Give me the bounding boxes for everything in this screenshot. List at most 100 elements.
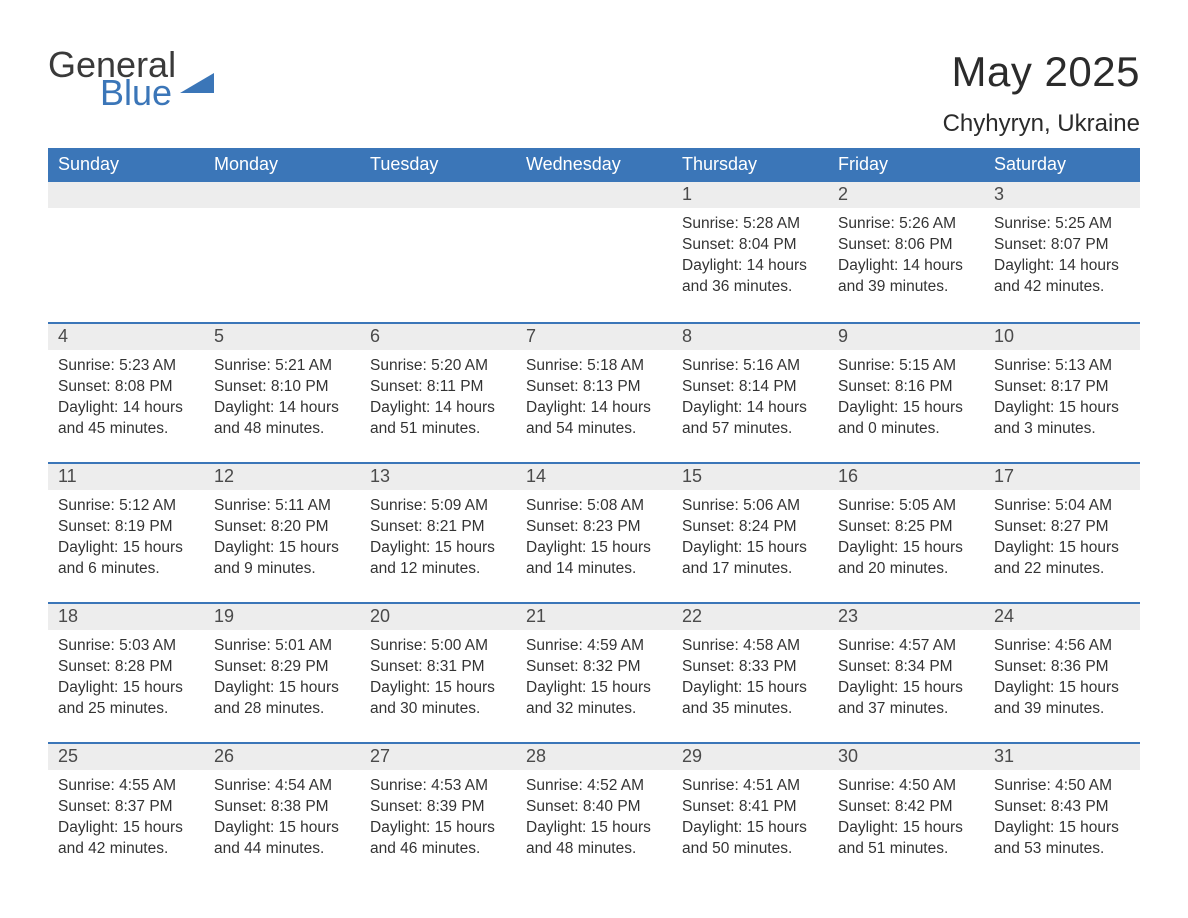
calendar: SundayMondayTuesdayWednesdayThursdayFrid… xyxy=(48,148,1140,870)
day-cell: 2Sunrise: 5:26 AMSunset: 8:06 PMDaylight… xyxy=(828,182,984,310)
sunset-text: Sunset: 8:31 PM xyxy=(370,657,506,678)
logo: General Blue xyxy=(48,48,214,110)
daylight-text: Daylight: 14 hours and 42 minutes. xyxy=(994,256,1130,298)
daylight-text: Daylight: 14 hours and 54 minutes. xyxy=(526,398,662,440)
daylight-text: Daylight: 14 hours and 39 minutes. xyxy=(838,256,974,298)
sunrise-text: Sunrise: 4:53 AM xyxy=(370,776,506,797)
day-body: Sunrise: 5:01 AMSunset: 8:29 PMDaylight:… xyxy=(204,630,360,720)
day-number: 16 xyxy=(828,464,984,490)
day-body: Sunrise: 4:50 AMSunset: 8:43 PMDaylight:… xyxy=(984,770,1140,860)
sunset-text: Sunset: 8:40 PM xyxy=(526,797,662,818)
day-body xyxy=(360,208,516,214)
sunset-text: Sunset: 8:25 PM xyxy=(838,517,974,538)
day-cell: 26Sunrise: 4:54 AMSunset: 8:38 PMDayligh… xyxy=(204,744,360,870)
day-body: Sunrise: 4:55 AMSunset: 8:37 PMDaylight:… xyxy=(48,770,204,860)
day-number: 27 xyxy=(360,744,516,770)
day-body: Sunrise: 5:05 AMSunset: 8:25 PMDaylight:… xyxy=(828,490,984,580)
sunset-text: Sunset: 8:42 PM xyxy=(838,797,974,818)
daylight-text: Daylight: 15 hours and 6 minutes. xyxy=(58,538,194,580)
day-number: 2 xyxy=(828,182,984,208)
day-cell: 8Sunrise: 5:16 AMSunset: 8:14 PMDaylight… xyxy=(672,324,828,450)
daylight-text: Daylight: 15 hours and 14 minutes. xyxy=(526,538,662,580)
day-body: Sunrise: 4:52 AMSunset: 8:40 PMDaylight:… xyxy=(516,770,672,860)
sunset-text: Sunset: 8:23 PM xyxy=(526,517,662,538)
day-cell: 7Sunrise: 5:18 AMSunset: 8:13 PMDaylight… xyxy=(516,324,672,450)
day-number xyxy=(360,182,516,208)
sunrise-text: Sunrise: 5:12 AM xyxy=(58,496,194,517)
sunset-text: Sunset: 8:28 PM xyxy=(58,657,194,678)
day-body: Sunrise: 5:21 AMSunset: 8:10 PMDaylight:… xyxy=(204,350,360,440)
location-label: Chyhyryn, Ukraine xyxy=(943,110,1140,138)
weekday-header: Sunday xyxy=(48,148,204,182)
day-number: 20 xyxy=(360,604,516,630)
weekday-header: Tuesday xyxy=(360,148,516,182)
sunset-text: Sunset: 8:29 PM xyxy=(214,657,350,678)
day-cell: 5Sunrise: 5:21 AMSunset: 8:10 PMDaylight… xyxy=(204,324,360,450)
day-body: Sunrise: 5:16 AMSunset: 8:14 PMDaylight:… xyxy=(672,350,828,440)
day-cell: 4Sunrise: 5:23 AMSunset: 8:08 PMDaylight… xyxy=(48,324,204,450)
day-cell: 10Sunrise: 5:13 AMSunset: 8:17 PMDayligh… xyxy=(984,324,1140,450)
day-body: Sunrise: 4:54 AMSunset: 8:38 PMDaylight:… xyxy=(204,770,360,860)
sunrise-text: Sunrise: 5:03 AM xyxy=(58,636,194,657)
day-body: Sunrise: 5:00 AMSunset: 8:31 PMDaylight:… xyxy=(360,630,516,720)
sunrise-text: Sunrise: 4:54 AM xyxy=(214,776,350,797)
day-cell xyxy=(204,182,360,310)
calendar-page: General Blue May 2025 Chyhyryn, Ukraine … xyxy=(0,0,1188,870)
day-cell: 28Sunrise: 4:52 AMSunset: 8:40 PMDayligh… xyxy=(516,744,672,870)
daylight-text: Daylight: 15 hours and 39 minutes. xyxy=(994,678,1130,720)
day-body: Sunrise: 4:57 AMSunset: 8:34 PMDaylight:… xyxy=(828,630,984,720)
day-number: 4 xyxy=(48,324,204,350)
day-body: Sunrise: 4:56 AMSunset: 8:36 PMDaylight:… xyxy=(984,630,1140,720)
daylight-text: Daylight: 15 hours and 20 minutes. xyxy=(838,538,974,580)
day-number: 15 xyxy=(672,464,828,490)
day-number: 13 xyxy=(360,464,516,490)
day-number: 3 xyxy=(984,182,1140,208)
day-number: 8 xyxy=(672,324,828,350)
sunrise-text: Sunrise: 4:56 AM xyxy=(994,636,1130,657)
weekday-header: Saturday xyxy=(984,148,1140,182)
sunrise-text: Sunrise: 4:55 AM xyxy=(58,776,194,797)
weeks-container: 1Sunrise: 5:28 AMSunset: 8:04 PMDaylight… xyxy=(48,182,1140,870)
sunrise-text: Sunrise: 5:23 AM xyxy=(58,356,194,377)
weekday-header: Thursday xyxy=(672,148,828,182)
daylight-text: Daylight: 15 hours and 3 minutes. xyxy=(994,398,1130,440)
logo-triangle-icon xyxy=(180,69,214,93)
daylight-text: Daylight: 15 hours and 48 minutes. xyxy=(526,818,662,860)
header-row: General Blue May 2025 Chyhyryn, Ukraine xyxy=(48,48,1140,138)
daylight-text: Daylight: 15 hours and 28 minutes. xyxy=(214,678,350,720)
day-number: 12 xyxy=(204,464,360,490)
daylight-text: Daylight: 15 hours and 44 minutes. xyxy=(214,818,350,860)
week-row: 4Sunrise: 5:23 AMSunset: 8:08 PMDaylight… xyxy=(48,322,1140,450)
day-number: 30 xyxy=(828,744,984,770)
day-cell: 31Sunrise: 4:50 AMSunset: 8:43 PMDayligh… xyxy=(984,744,1140,870)
day-number: 9 xyxy=(828,324,984,350)
day-cell: 20Sunrise: 5:00 AMSunset: 8:31 PMDayligh… xyxy=(360,604,516,730)
day-cell: 21Sunrise: 4:59 AMSunset: 8:32 PMDayligh… xyxy=(516,604,672,730)
sunrise-text: Sunrise: 5:09 AM xyxy=(370,496,506,517)
week-row: 1Sunrise: 5:28 AMSunset: 8:04 PMDaylight… xyxy=(48,182,1140,310)
sunset-text: Sunset: 8:36 PM xyxy=(994,657,1130,678)
sunrise-text: Sunrise: 5:11 AM xyxy=(214,496,350,517)
day-number xyxy=(516,182,672,208)
daylight-text: Daylight: 15 hours and 0 minutes. xyxy=(838,398,974,440)
day-body: Sunrise: 5:08 AMSunset: 8:23 PMDaylight:… xyxy=(516,490,672,580)
day-body: Sunrise: 5:18 AMSunset: 8:13 PMDaylight:… xyxy=(516,350,672,440)
day-cell: 19Sunrise: 5:01 AMSunset: 8:29 PMDayligh… xyxy=(204,604,360,730)
day-body: Sunrise: 5:06 AMSunset: 8:24 PMDaylight:… xyxy=(672,490,828,580)
sunset-text: Sunset: 8:17 PM xyxy=(994,377,1130,398)
day-cell: 24Sunrise: 4:56 AMSunset: 8:36 PMDayligh… xyxy=(984,604,1140,730)
day-number: 24 xyxy=(984,604,1140,630)
sunrise-text: Sunrise: 5:08 AM xyxy=(526,496,662,517)
weekday-header: Wednesday xyxy=(516,148,672,182)
day-body: Sunrise: 4:50 AMSunset: 8:42 PMDaylight:… xyxy=(828,770,984,860)
day-cell: 3Sunrise: 5:25 AMSunset: 8:07 PMDaylight… xyxy=(984,182,1140,310)
sunset-text: Sunset: 8:10 PM xyxy=(214,377,350,398)
day-cell: 16Sunrise: 5:05 AMSunset: 8:25 PMDayligh… xyxy=(828,464,984,590)
sunset-text: Sunset: 8:39 PM xyxy=(370,797,506,818)
day-body: Sunrise: 4:53 AMSunset: 8:39 PMDaylight:… xyxy=(360,770,516,860)
day-cell: 9Sunrise: 5:15 AMSunset: 8:16 PMDaylight… xyxy=(828,324,984,450)
sunset-text: Sunset: 8:20 PM xyxy=(214,517,350,538)
daylight-text: Daylight: 14 hours and 48 minutes. xyxy=(214,398,350,440)
sunset-text: Sunset: 8:06 PM xyxy=(838,235,974,256)
daylight-text: Daylight: 15 hours and 51 minutes. xyxy=(838,818,974,860)
